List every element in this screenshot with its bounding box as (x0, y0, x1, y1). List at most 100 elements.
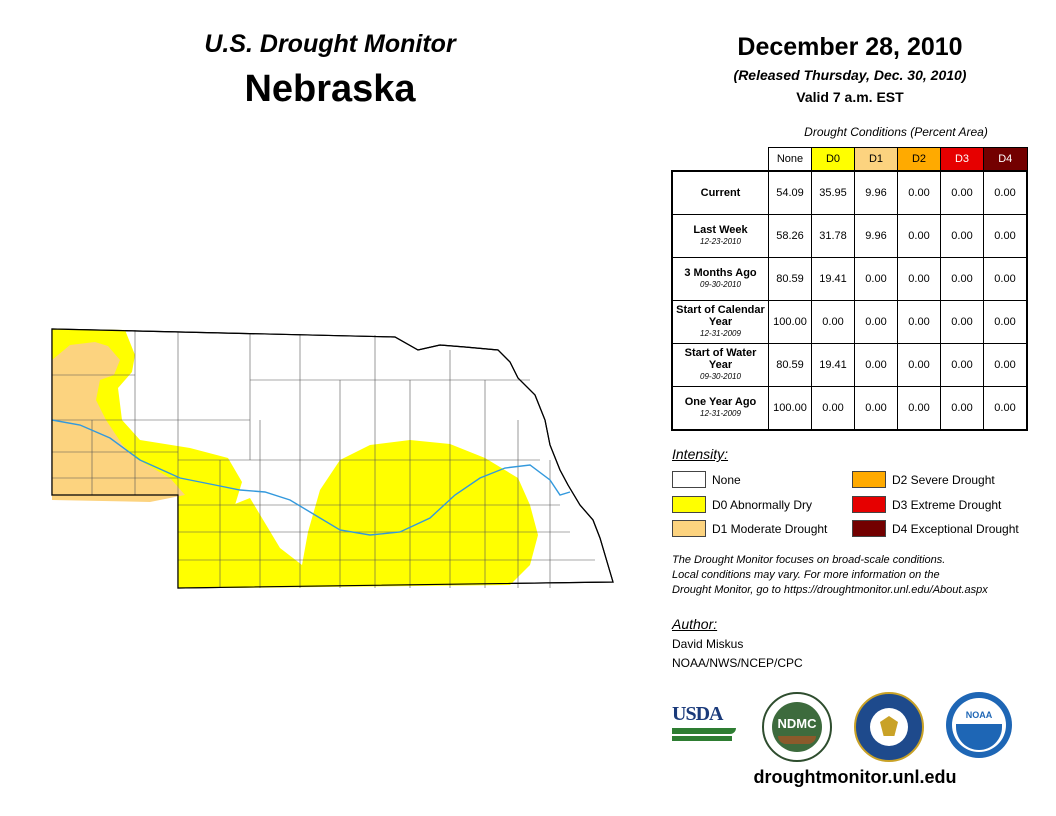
map-date: December 28, 2010 (737, 33, 963, 61)
table-cell: 0.00 (940, 214, 984, 258)
disclaimer-note: The Drought Monitor focuses on broad-sca… (672, 553, 1052, 598)
platte-river (51, 419, 571, 536)
legend-label: D4 Exceptional Drought (892, 521, 1019, 536)
website-link[interactable]: droughtmonitor.unl.edu (753, 767, 957, 787)
table-cell: 0.00 (811, 386, 855, 431)
table-cell: 0.00 (897, 170, 941, 215)
col-header-d1: D1 (854, 147, 898, 172)
author-title: Author: (672, 616, 718, 632)
commerce-seal-logo (854, 692, 924, 762)
table-cell: 0.00 (983, 386, 1028, 431)
col-header-d3: D3 (940, 147, 984, 172)
col-header-d2: D2 (897, 147, 941, 172)
eagle-icon (880, 716, 898, 736)
legend-label: D0 Abnormally Dry (712, 497, 813, 512)
legend-label: D2 Severe Drought (892, 472, 995, 487)
d1-panhandle-region (52, 342, 185, 502)
author-name: David Miskus (672, 637, 744, 651)
ndmc-logo: NDMC (762, 692, 832, 762)
nebraska-drought-map (51, 328, 614, 589)
row-label: Start of Calendar Year (676, 304, 765, 328)
legend-swatch (852, 520, 886, 537)
d0-south-central-region (178, 440, 538, 588)
table-row: Start of Calendar Year 12-31-2009 100.00 … (671, 300, 1028, 344)
table-cell: 0.00 (897, 214, 941, 258)
table-cell: 35.95 (811, 170, 855, 215)
table-cell: 0.00 (940, 386, 984, 431)
legend-swatch (852, 471, 886, 488)
table-cell: 19.41 (811, 343, 855, 387)
table-cell: 0.00 (983, 257, 1028, 301)
table-cell: 80.59 (768, 257, 812, 301)
table-cell: 0.00 (811, 300, 855, 344)
legend-item-d3: D3 Extreme Drought (852, 496, 1001, 513)
table-cell: 0.00 (940, 300, 984, 344)
table-row: Last Week 12-23-2010 58.26 31.78 9.96 0.0… (671, 214, 1028, 258)
legend-item-none: None (672, 471, 741, 488)
map-title: U.S. Drought Monitor (204, 30, 456, 58)
table-cell: 100.00 (768, 386, 812, 431)
table-cell: 31.78 (811, 214, 855, 258)
legend-swatch (852, 496, 886, 513)
table-cell: 0.00 (983, 214, 1028, 258)
table-cell: 0.00 (897, 257, 941, 301)
table-cell: 0.00 (940, 257, 984, 301)
county-lines (52, 330, 595, 588)
row-date: 12-23-2010 (700, 237, 741, 246)
valid-time: Valid 7 a.m. EST (796, 89, 904, 105)
table-cell: 0.00 (897, 386, 941, 431)
row-date: 12-31-2009 (700, 409, 741, 418)
legend-swatch (672, 496, 706, 513)
table-cell: 58.26 (768, 214, 812, 258)
legend-item-d4: D4 Exceptional Drought (852, 520, 1019, 537)
table-cell: 0.00 (983, 170, 1028, 215)
table-caption: Drought Conditions (Percent Area) (804, 125, 988, 139)
author-org: NOAA/NWS/NCEP/CPC (672, 656, 803, 670)
note-line-link[interactable]: Drought Monitor, go to https://droughtmo… (672, 584, 988, 596)
table-cell: 0.00 (854, 343, 898, 387)
drought-conditions-table: None D0 D1 D2 D3 D4 Current 54.09 35.95 … (671, 147, 1028, 431)
col-header-d0: D0 (811, 147, 855, 172)
legend-label: None (712, 472, 741, 487)
legend-swatch (672, 520, 706, 537)
table-row: Start of Water Year 09-30-2010 80.59 19.4… (671, 343, 1028, 387)
row-label: One Year Ago (684, 396, 757, 408)
table-cell: 9.96 (854, 214, 898, 258)
table-row: Current 54.09 35.95 9.96 0.00 0.00 0.00 (671, 170, 1028, 215)
table-cell: 100.00 (768, 300, 812, 344)
note-line: Local conditions may vary. For more info… (672, 569, 940, 581)
legend-swatch (672, 471, 706, 488)
col-header-none: None (768, 147, 812, 172)
table-cell: 0.00 (940, 170, 984, 215)
row-label: Last Week (693, 224, 748, 236)
noaa-logo: NOAA (946, 692, 1012, 758)
state-name: Nebraska (244, 68, 416, 110)
table-cell: 0.00 (983, 300, 1028, 344)
d0-west-region (52, 329, 242, 552)
usda-logo: USDA (672, 703, 736, 749)
row-date: 09-30-2010 (700, 280, 741, 289)
row-label: 3 Months Ago (684, 267, 757, 279)
row-date: 12-31-2009 (700, 329, 741, 338)
row-label: Current (700, 187, 741, 199)
legend-item-d0: D0 Abnormally Dry (672, 496, 812, 513)
table-cell: 0.00 (983, 343, 1028, 387)
legend-item-d2: D2 Severe Drought (852, 471, 995, 488)
release-date: (Released Thursday, Dec. 30, 2010) (733, 67, 967, 83)
legend-title: Intensity: (672, 446, 729, 462)
state-border (51, 328, 614, 589)
table-cell: 80.59 (768, 343, 812, 387)
table-cell: 0.00 (854, 386, 898, 431)
table-row: One Year Ago 12-31-2009 100.00 0.00 0.00 … (671, 386, 1028, 431)
table-cell: 54.09 (768, 170, 812, 215)
table-cell: 0.00 (940, 343, 984, 387)
table-cell: 0.00 (897, 343, 941, 387)
table-cell: 9.96 (854, 170, 898, 215)
table-row: 3 Months Ago 09-30-2010 80.59 19.41 0.00 … (671, 257, 1028, 301)
note-line: The Drought Monitor focuses on broad-sca… (672, 554, 946, 566)
legend-label: D3 Extreme Drought (892, 497, 1002, 512)
row-label: Start of Water Year (684, 347, 757, 371)
row-date: 09-30-2010 (700, 372, 741, 381)
table-cell: 0.00 (854, 257, 898, 301)
legend-label: D1 Moderate Drought (712, 521, 828, 536)
